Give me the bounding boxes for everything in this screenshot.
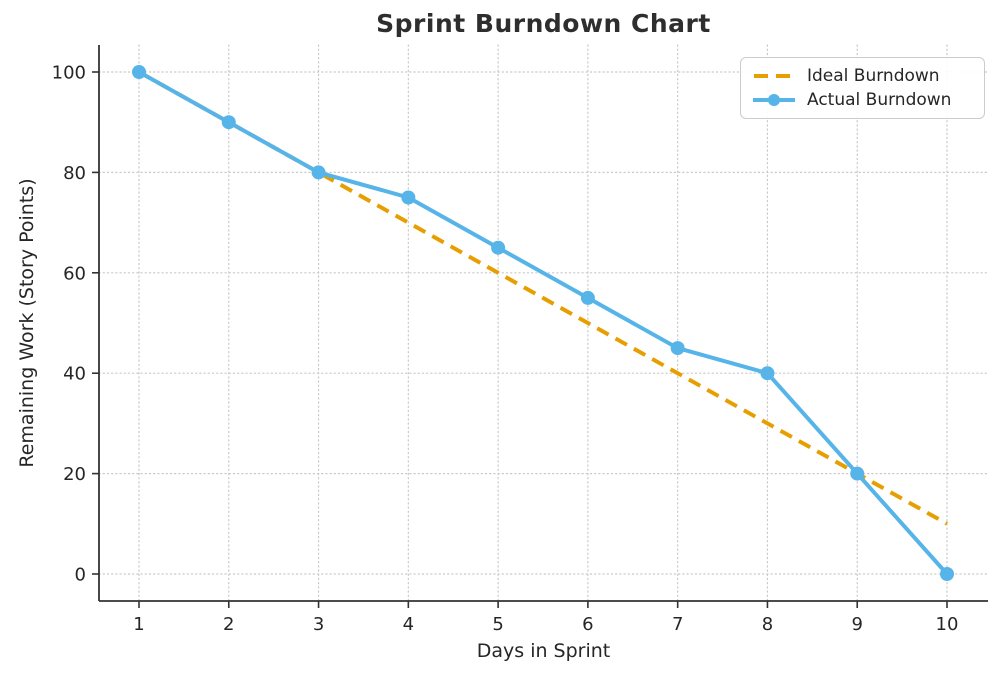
x-tick-label: 7 <box>672 614 683 635</box>
ideal-line-swatch <box>754 74 794 78</box>
x-tick-label: 9 <box>851 614 862 635</box>
actual-burndown-line <box>137 70 949 576</box>
y-tick-label: 0 <box>75 565 86 586</box>
y-tick-label: 100 <box>52 63 86 84</box>
legend-label-ideal: Ideal Burndown <box>807 66 940 86</box>
x-tick-label: 5 <box>492 614 503 635</box>
data-point-marker <box>850 466 865 481</box>
data-point-marker <box>491 240 506 255</box>
y-tick-label: 20 <box>63 464 86 485</box>
data-point-marker <box>311 165 326 180</box>
legend-item-actual: Actual Burndown <box>753 90 972 110</box>
data-point-marker <box>940 567 954 581</box>
legend-item-ideal: Ideal Burndown <box>753 66 972 86</box>
y-tick-label: 40 <box>63 364 86 385</box>
x-tick-label: 1 <box>133 614 144 635</box>
x-axis-label: Days in Sprint <box>476 640 611 662</box>
data-point-marker <box>401 190 416 205</box>
data-point-marker <box>580 290 595 305</box>
data-point-marker <box>132 65 146 79</box>
legend-label-actual: Actual Burndown <box>807 90 952 110</box>
x-tick-label: 6 <box>582 614 593 635</box>
y-tick-label: 60 <box>63 263 86 284</box>
legend: Ideal Burndown Actual Burndown <box>740 57 985 119</box>
actual-line-swatch <box>753 94 795 106</box>
chart-title: Sprint Burndown Chart <box>376 9 711 38</box>
data-point-marker <box>670 341 685 356</box>
y-tick-label: 80 <box>63 163 86 184</box>
x-tick-label: 3 <box>313 614 324 635</box>
x-tick-label: 10 <box>936 614 959 635</box>
x-tick-label: 2 <box>223 614 234 635</box>
x-tick-label: 4 <box>403 614 414 635</box>
x-tick-label: 8 <box>762 614 773 635</box>
data-point-marker <box>221 115 236 130</box>
data-point-marker <box>760 366 775 381</box>
